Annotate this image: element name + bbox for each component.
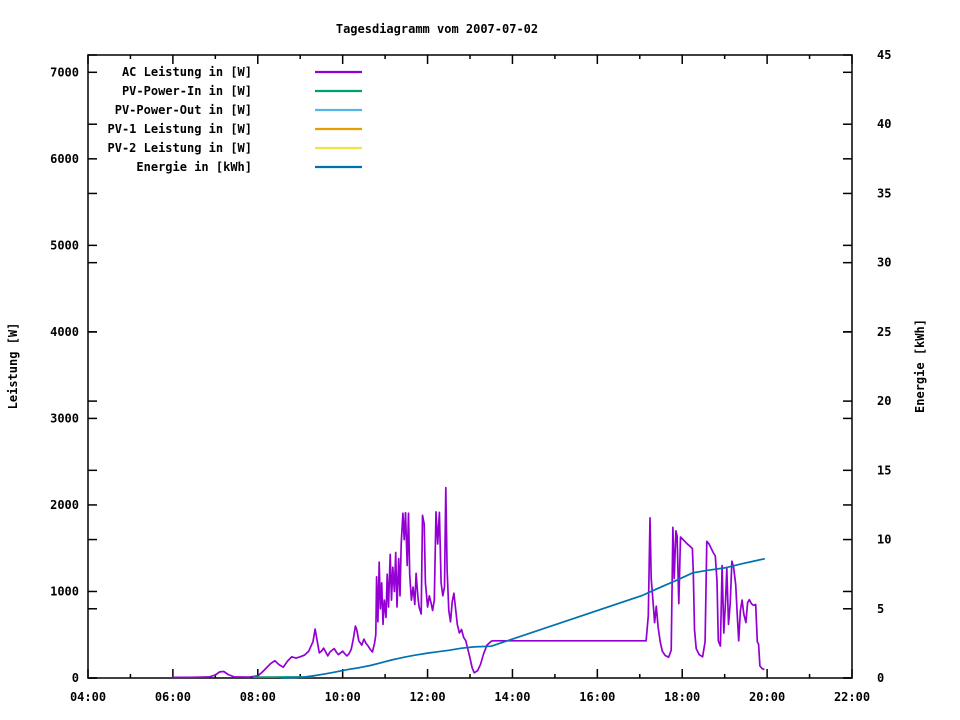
x-tick-label: 20:00	[749, 690, 785, 704]
legend-label-3: PV-1 Leistung in [W]	[108, 122, 253, 136]
x-tick-label: 12:00	[409, 690, 445, 704]
y-right-tick-label: 30	[877, 256, 891, 270]
y-right-tick-label: 0	[877, 671, 884, 685]
y-left-tick-label: 0	[72, 671, 79, 685]
y-left-tick-label: 2000	[50, 498, 79, 512]
x-tick-label: 14:00	[494, 690, 530, 704]
y-right-tick-label: 15	[877, 463, 891, 477]
chart-title: Tagesdiagramm vom 2007-07-02	[335, 22, 539, 36]
legend-label-1: PV-Power-In in [W]	[122, 84, 252, 98]
series-line-0	[172, 486, 765, 679]
legend-label-0: AC Leistung in [W]	[122, 65, 252, 79]
legend-label-2: PV-Power-Out in [W]	[115, 103, 252, 117]
y-left-tick-label: 3000	[50, 411, 79, 425]
series-line-5	[281, 558, 765, 679]
right-axis-title: Energie [kWh]	[913, 319, 927, 413]
x-tick-label: 06:00	[155, 690, 191, 704]
y-right-tick-label: 40	[877, 117, 891, 131]
y-left-tick-label: 6000	[50, 152, 79, 166]
y-right-tick-label: 10	[877, 533, 891, 547]
x-tick-label: 22:00	[834, 690, 870, 704]
y-left-tick-label: 5000	[50, 238, 79, 252]
y-right-tick-label: 35	[877, 186, 891, 200]
y-left-tick-label: 4000	[50, 325, 79, 339]
legend-label-5: Energie in [kWh]	[136, 160, 252, 174]
legend-label-4: PV-2 Leistung in [W]	[108, 141, 253, 155]
x-tick-label: 16:00	[579, 690, 615, 704]
y-left-tick-label: 7000	[50, 65, 79, 79]
x-tick-label: 18:00	[664, 690, 700, 704]
y-right-tick-label: 5	[877, 602, 884, 616]
y-right-tick-label: 25	[877, 325, 891, 339]
x-tick-label: 10:00	[325, 690, 361, 704]
x-tick-label: 04:00	[70, 690, 106, 704]
left-axis-title: Leistung [W]	[6, 322, 20, 410]
y-left-tick-label: 1000	[50, 584, 79, 598]
y-right-tick-label: 45	[877, 48, 891, 62]
x-tick-label: 08:00	[240, 690, 276, 704]
y-right-tick-label: 20	[877, 394, 891, 408]
